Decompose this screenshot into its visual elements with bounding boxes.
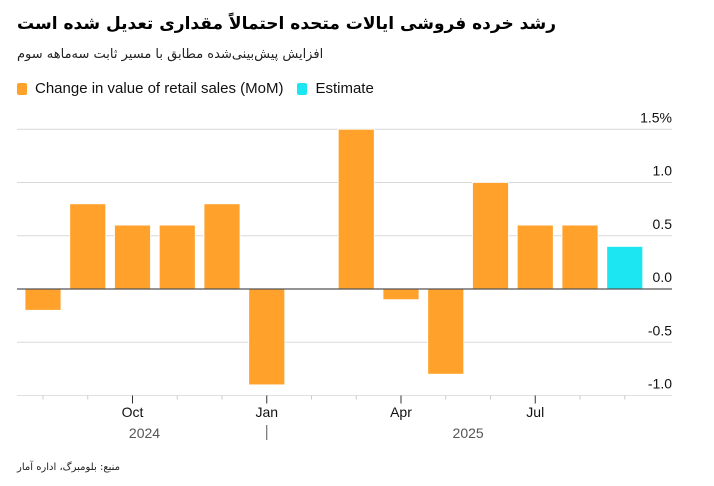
- y-tick-label: 1.0: [653, 163, 673, 179]
- bar: [158, 224, 196, 290]
- legend-label-estimate: Estimate: [315, 80, 374, 97]
- bar: [114, 224, 151, 290]
- y-tick-label: -1.0: [648, 376, 672, 392]
- chart-subtitle: افزایش پیش‌بینی‌شده مطابق با مسیر ثابت س…: [17, 47, 324, 62]
- legend-swatch-estimate: [297, 82, 308, 95]
- legend-item-actual: Change in value of retail sales (MoM): [17, 80, 283, 97]
- bar: [561, 224, 599, 290]
- x-tick-label: Jan: [255, 404, 278, 420]
- bar: [382, 288, 420, 301]
- bar: [516, 224, 554, 290]
- legend: Change in value of retail sales (MoM) Es…: [17, 80, 388, 97]
- y-tick-label: 1.5%: [640, 109, 672, 125]
- chart-title: رشد خرده فروشی ایالات متحده احتمالاً مقد…: [17, 14, 556, 34]
- source-note: منبع: بلومبرگ، اداره آمار: [17, 462, 121, 473]
- y-tick-label: -0.5: [648, 322, 672, 338]
- legend-swatch-actual: [17, 82, 27, 95]
- bar: [472, 182, 509, 290]
- x-tick-label: Jul: [526, 404, 544, 420]
- bar: [69, 203, 107, 290]
- bar: [24, 288, 62, 311]
- bar-estimate: [606, 245, 644, 290]
- y-tick-label: 0.0: [653, 269, 673, 285]
- x-tick-label: Oct: [122, 404, 144, 420]
- legend-item-estimate: Estimate: [297, 80, 374, 97]
- x-tick-label: Apr: [390, 404, 412, 420]
- year-label: 2024: [129, 425, 160, 441]
- bar: [337, 128, 375, 290]
- bar: [427, 288, 465, 375]
- year-label: 2025: [453, 425, 484, 441]
- bar: [248, 288, 286, 386]
- bar: [203, 203, 241, 290]
- y-tick-label: 0.5: [653, 216, 673, 232]
- legend-label-actual: Change in value of retail sales (MoM): [35, 80, 284, 97]
